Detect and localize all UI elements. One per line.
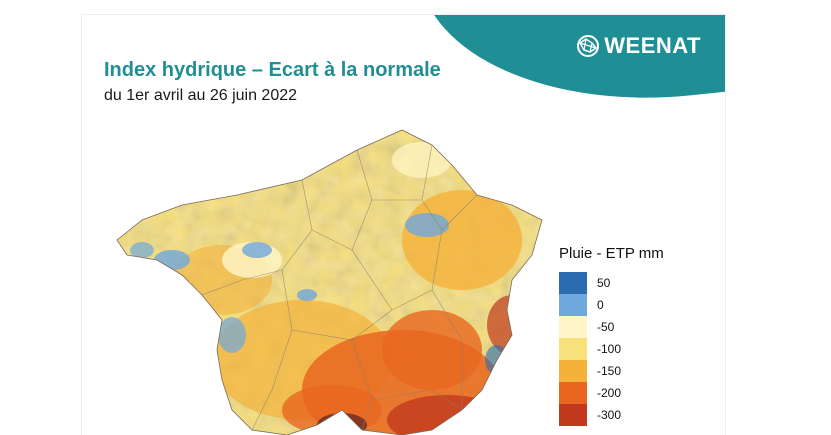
legend-swatch — [559, 272, 587, 294]
map-fill — [117, 130, 542, 435]
france-water-index-map — [116, 129, 543, 435]
map-card: WEENAT Index hydrique – Ecart à la norma… — [82, 15, 725, 435]
region-boundaries — [201, 144, 478, 431]
legend-swatch — [559, 338, 587, 360]
brand-name: WEENAT — [604, 33, 701, 58]
legend-swatch — [559, 294, 587, 316]
legend-swatch — [559, 382, 587, 404]
legend-label: -100 — [597, 342, 622, 356]
legend-label: -300 — [597, 408, 622, 422]
legend-swatch — [559, 360, 587, 382]
globe-icon — [577, 35, 600, 57]
legend-label: -50 — [597, 320, 615, 334]
legend: Pluie - ETP mm 50 0 -50 -100 -150 -200 -300 — [559, 245, 719, 432]
legend-swatch — [559, 404, 587, 426]
legend-scale: 50 0 -50 -100 -150 -200 -300 — [559, 272, 719, 432]
brand-logo: WEENAT — [576, 33, 701, 59]
page-subtitle: du 1er avril au 26 juin 2022 — [104, 87, 298, 104]
legend-label: -200 — [597, 386, 622, 400]
legend-title: Pluie - ETP mm — [559, 245, 664, 262]
page-title: Index hydrique – Ecart à la normale — [104, 59, 441, 81]
legend-label: 0 — [597, 298, 604, 312]
legend-label: -150 — [597, 364, 622, 378]
legend-swatch — [559, 316, 587, 338]
brand-band — [417, 15, 725, 123]
legend-label: 50 — [597, 276, 611, 290]
